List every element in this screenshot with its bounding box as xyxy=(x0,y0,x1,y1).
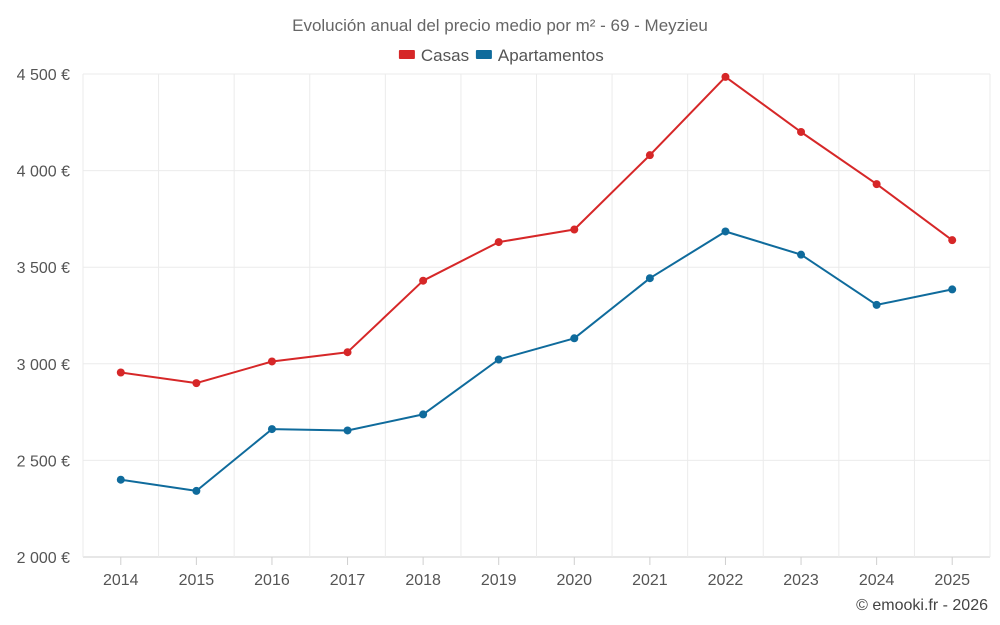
y-tick-label: 4 500 € xyxy=(17,67,70,84)
y-tick-label: 4 000 € xyxy=(17,164,70,181)
data-point[interactable] xyxy=(872,300,881,309)
data-point[interactable] xyxy=(192,486,201,495)
data-point[interactable] xyxy=(570,334,579,343)
data-point[interactable] xyxy=(797,250,806,259)
data-point[interactable] xyxy=(192,379,201,388)
grid xyxy=(82,73,991,558)
x-tick-label: 2019 xyxy=(481,572,517,589)
data-point[interactable] xyxy=(948,236,957,245)
x-tick-label: 2025 xyxy=(934,572,970,589)
x-tick-label: 2017 xyxy=(330,572,366,589)
credit-text: © emooki.fr - 2026 xyxy=(856,597,988,614)
x-tick-label: 2018 xyxy=(405,572,441,589)
data-point[interactable] xyxy=(343,426,352,435)
legend-swatch xyxy=(475,50,492,59)
data-point[interactable] xyxy=(116,368,125,377)
data-point[interactable] xyxy=(419,276,428,285)
data-point[interactable] xyxy=(645,274,654,283)
data-point[interactable] xyxy=(267,357,276,366)
data-point[interactable] xyxy=(494,238,503,247)
series-line xyxy=(120,230,953,492)
data-point[interactable] xyxy=(116,475,125,484)
data-point[interactable] xyxy=(797,127,806,136)
legend-item-apartamentos[interactable]: Apartamentos xyxy=(475,46,604,65)
legend-label: Casas xyxy=(421,46,469,65)
y-tick-label: 3 000 € xyxy=(17,357,70,374)
x-tick-label: 2022 xyxy=(708,572,744,589)
x-tick-label: 2024 xyxy=(859,572,895,589)
data-point[interactable] xyxy=(494,355,503,364)
x-tick-label: 2015 xyxy=(179,572,215,589)
legend-item-casas[interactable]: Casas xyxy=(398,46,469,65)
x-tick-label: 2021 xyxy=(632,572,668,589)
data-point[interactable] xyxy=(645,151,654,160)
data-point[interactable] xyxy=(721,72,730,81)
data-point[interactable] xyxy=(343,348,352,357)
series-group xyxy=(116,72,957,495)
x-tick-label: 2016 xyxy=(254,572,290,589)
legend[interactable]: Casas Apartamentos xyxy=(398,46,604,65)
x-tick-label: 2020 xyxy=(556,572,592,589)
data-point[interactable] xyxy=(570,225,579,234)
legend-swatch xyxy=(398,50,415,59)
data-point[interactable] xyxy=(721,227,730,236)
x-tick-label: 2014 xyxy=(103,572,139,589)
y-tick-label: 2 000 € xyxy=(17,550,70,567)
data-point[interactable] xyxy=(948,285,957,294)
y-tick-label: 3 500 € xyxy=(17,260,70,277)
legend-label: Apartamentos xyxy=(498,46,604,65)
y-tick-label: 2 500 € xyxy=(17,453,70,470)
series-casas xyxy=(116,72,957,388)
chart-title: Evolución anual del precio medio por m² … xyxy=(292,16,708,35)
series-line xyxy=(120,75,953,385)
x-tick-label: 2023 xyxy=(783,572,819,589)
data-point[interactable] xyxy=(872,180,881,189)
axes: 2 000 € 2 500 € 3 000 € 3 500 € 4 000 € 4 500… xyxy=(17,67,970,589)
data-point[interactable] xyxy=(267,425,276,434)
data-point[interactable] xyxy=(419,410,428,419)
series-apartamentos xyxy=(116,227,957,495)
